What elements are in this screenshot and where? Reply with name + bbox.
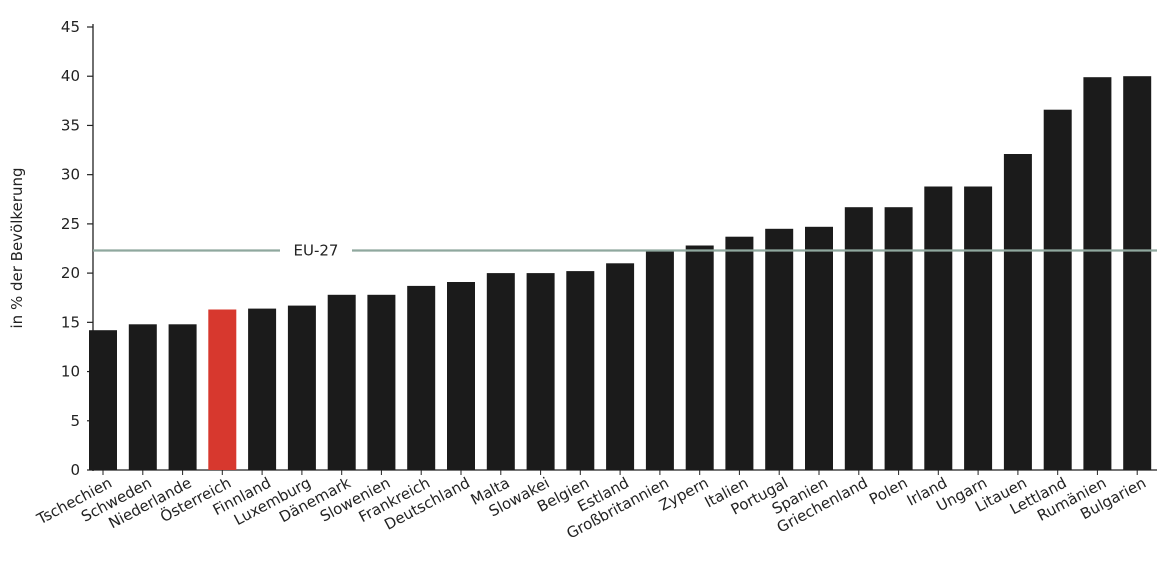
bar bbox=[407, 285, 436, 470]
y-tick-label: 35 bbox=[61, 116, 80, 134]
bar bbox=[367, 294, 396, 470]
bar bbox=[884, 207, 913, 470]
bar bbox=[248, 308, 277, 470]
bar bbox=[168, 324, 197, 470]
bar bbox=[89, 330, 117, 470]
y-tick-label: 10 bbox=[61, 363, 80, 381]
category-label: Polen bbox=[866, 474, 910, 509]
bar bbox=[1043, 109, 1072, 470]
bar bbox=[805, 226, 833, 470]
y-tick-label: 5 bbox=[70, 412, 80, 430]
bar bbox=[725, 236, 754, 470]
bar bbox=[287, 305, 316, 470]
y-tick-label: 0 bbox=[70, 461, 80, 479]
bar bbox=[606, 263, 635, 470]
bar bbox=[327, 294, 356, 470]
bar bbox=[1083, 77, 1112, 470]
bar bbox=[685, 245, 714, 470]
eu-reference: EU-27 bbox=[93, 241, 1157, 259]
y-tick-label: 45 bbox=[61, 18, 80, 36]
bar bbox=[1123, 76, 1152, 470]
bar bbox=[486, 273, 515, 470]
bars bbox=[89, 76, 1152, 470]
category-labels: TschechienSchwedenNiederlandeÖsterreichF… bbox=[33, 470, 1149, 543]
y-tick-label: 25 bbox=[61, 215, 80, 233]
bar bbox=[924, 186, 953, 470]
bar-highlighted bbox=[208, 309, 237, 470]
y-tick-label: 40 bbox=[61, 67, 80, 85]
y-tick-label: 30 bbox=[61, 166, 80, 184]
bar bbox=[566, 271, 595, 470]
y-tick-label: 20 bbox=[61, 264, 80, 282]
bar bbox=[1003, 154, 1032, 470]
bar bbox=[526, 273, 555, 470]
bar bbox=[645, 251, 674, 470]
bar bbox=[447, 282, 475, 470]
bar bbox=[964, 186, 993, 470]
y-tick-label: 15 bbox=[61, 313, 80, 331]
bar bbox=[128, 324, 157, 470]
eu-27-reference-label: EU-27 bbox=[294, 241, 339, 259]
bar bbox=[844, 207, 873, 470]
y-axis-title: in % der Bevölkerung bbox=[8, 168, 26, 329]
bar bbox=[765, 228, 794, 470]
